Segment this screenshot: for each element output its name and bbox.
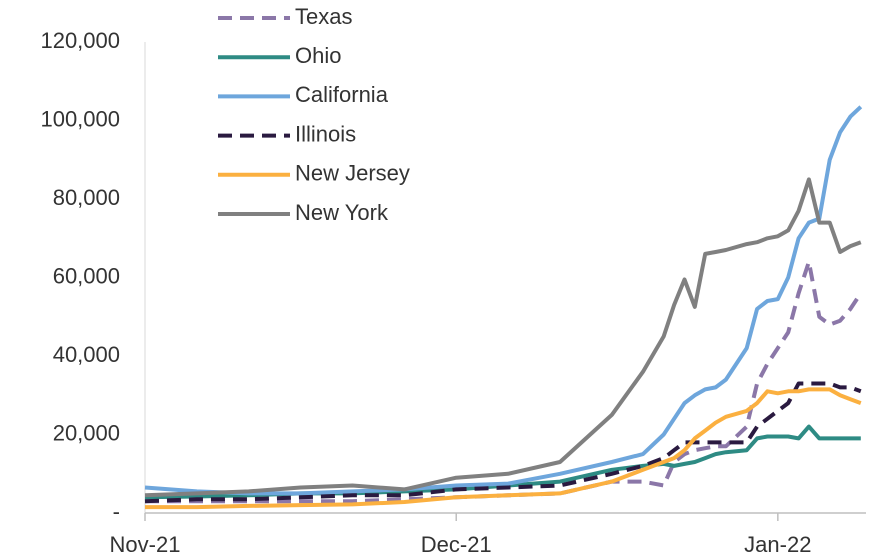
series-line: [145, 259, 863, 504]
x-tick-label: Jan-22: [744, 532, 811, 557]
series-line: [144, 381, 862, 504]
legend-label: New Jersey: [295, 161, 410, 186]
legend-label: Texas: [295, 4, 352, 29]
y-tick-label: 40,000: [53, 342, 120, 367]
y-tick-label: 60,000: [53, 263, 120, 288]
x-tick-label: Nov-21: [110, 532, 181, 557]
y-tick-label: 100,000: [40, 106, 120, 131]
legend-label: California: [295, 82, 389, 107]
y-tick-label: 20,000: [53, 420, 120, 445]
legend-label: Illinois: [295, 121, 356, 146]
y-tick-label: 120,000: [40, 28, 120, 53]
legend-label: New York: [295, 200, 389, 225]
y-tick-label: 80,000: [53, 185, 120, 210]
legend-label: Ohio: [295, 43, 341, 68]
y-tick-label: -: [113, 499, 120, 524]
series-line: [144, 177, 862, 498]
x-tick-label: Dec-21: [421, 532, 492, 557]
series-line: [145, 387, 862, 510]
